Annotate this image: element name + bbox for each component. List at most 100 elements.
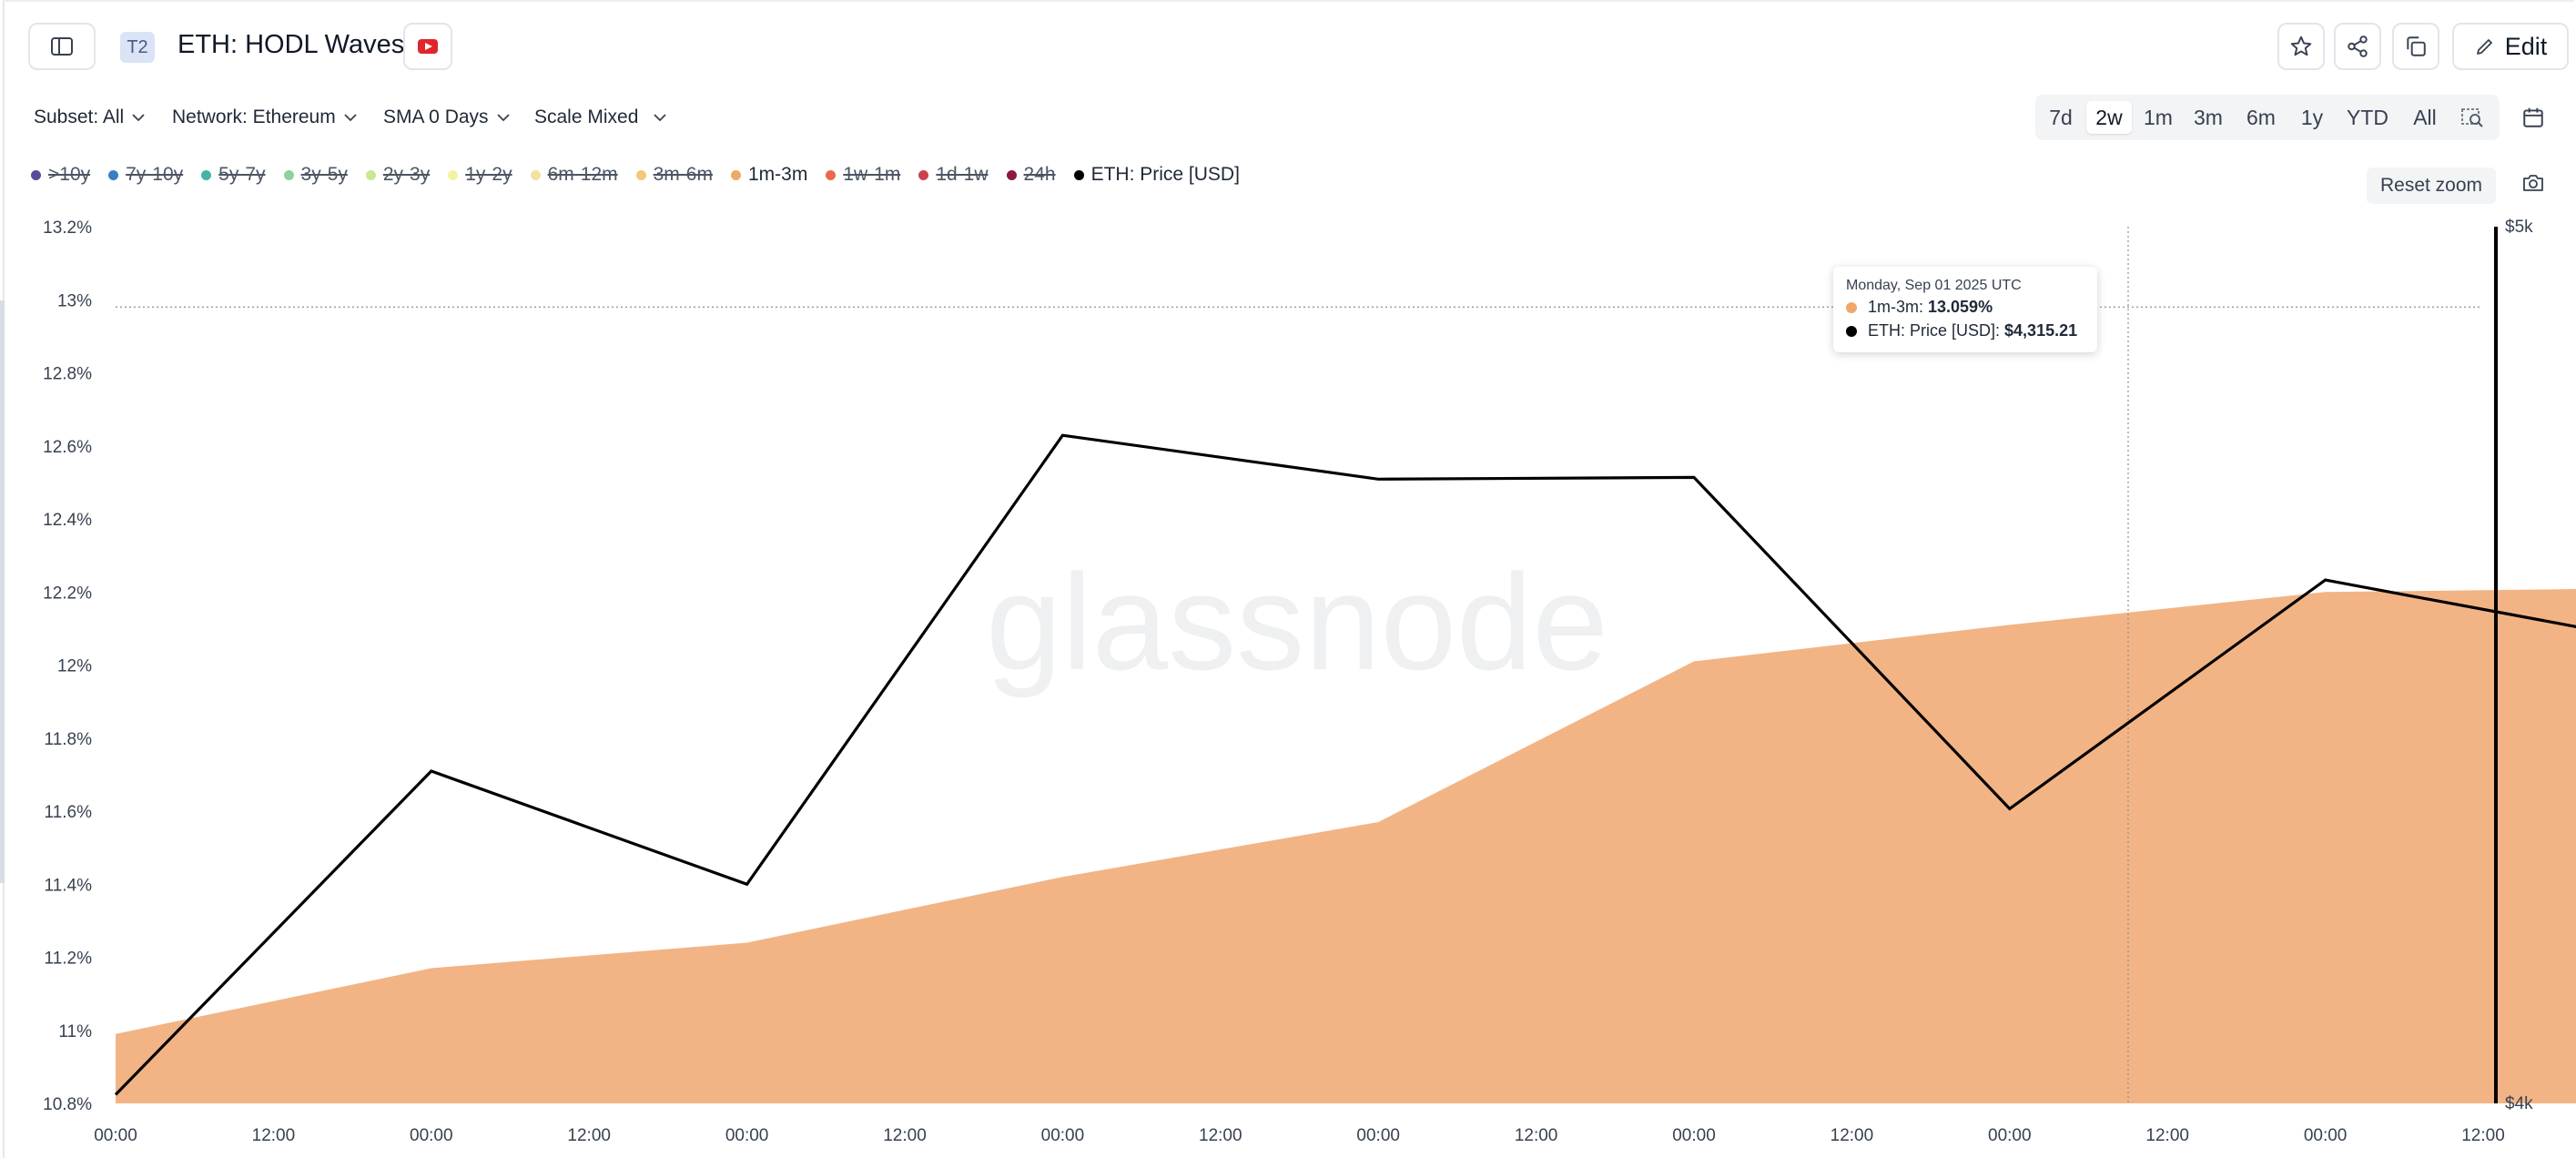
range-1m[interactable]: 1m xyxy=(2144,105,2173,129)
series-dot xyxy=(1846,301,1857,313)
share-button[interactable] xyxy=(2334,23,2381,70)
legend-item[interactable]: 24h xyxy=(1006,164,1056,186)
sma-label: SMA 0 Days xyxy=(383,107,489,127)
subset-dropdown[interactable]: Subset: All xyxy=(34,107,146,128)
y-tick-label: 10.8% xyxy=(43,1095,92,1114)
legend-dot xyxy=(730,169,741,180)
legend-label: 3m-6m xyxy=(653,164,713,185)
share-icon xyxy=(2348,36,2368,57)
tooltip-row-1m-3m: 1m-3m: 13.059% xyxy=(1846,298,1993,317)
legend-item[interactable]: 3m-6m xyxy=(635,164,713,186)
network-dropdown[interactable]: Network: Ethereum xyxy=(172,107,358,128)
youtube-button[interactable] xyxy=(403,23,452,70)
range-3m[interactable]: 3m xyxy=(2194,105,2223,129)
legend-item[interactable]: 6m-12m xyxy=(530,164,618,186)
legend-dot xyxy=(365,169,376,180)
legend-label: 1d-1w xyxy=(936,164,989,185)
scale-label: Scale Mixed xyxy=(534,107,639,127)
x-tick-label: 00:00 xyxy=(2304,1126,2348,1145)
scale-dropdown[interactable]: Scale Mixed xyxy=(534,107,667,128)
legend-item[interactable]: >10y xyxy=(31,164,90,186)
range-all[interactable]: All xyxy=(2413,105,2437,129)
legend-item[interactable]: ETH: Price [USD] xyxy=(1073,164,1240,186)
legend-item[interactable]: 1m-3m xyxy=(730,164,807,186)
range-7d[interactable]: 7d xyxy=(2049,105,2073,129)
legend-item[interactable]: 2y-3y xyxy=(365,164,431,186)
legend-item[interactable]: 7y-10y xyxy=(108,164,183,186)
x-tick-label: 00:00 xyxy=(725,1126,769,1145)
y-right-tick-label: $5k xyxy=(2505,218,2533,237)
legend-dot xyxy=(283,169,294,180)
x-tick-label: 12:00 xyxy=(567,1126,611,1145)
x-tick-label: 12:00 xyxy=(2145,1126,2189,1145)
copy-icon xyxy=(2407,36,2426,56)
zoom-select-button[interactable] xyxy=(2452,101,2492,134)
range-selector: 7d 2w 1m 3m 6m 1y YTD All xyxy=(2035,95,2500,140)
chevron-down-icon xyxy=(496,114,510,122)
y-tick-label: 12.8% xyxy=(43,365,92,384)
legend-item[interactable]: 1d-1w xyxy=(918,164,989,186)
legend-label: 1y-2y xyxy=(465,164,512,185)
legend-label: 5y-7y xyxy=(218,164,266,185)
legend-dot xyxy=(530,169,541,180)
y-tick-label: 12.6% xyxy=(43,438,92,457)
page-title: ETH: HODL Waves xyxy=(177,30,405,59)
y-tick-label: 11% xyxy=(58,1022,92,1041)
legend-item[interactable]: 1w-1m xyxy=(826,164,900,186)
y-tick-label: 12% xyxy=(57,657,92,676)
favorite-button[interactable] xyxy=(2277,23,2325,70)
tooltip-row-price: ETH: Price [USD]: $4,315.21 xyxy=(1846,321,2077,340)
legend-label: >10y xyxy=(48,164,91,185)
y-tick-label: 11.6% xyxy=(45,803,93,822)
reset-zoom-button[interactable]: Reset zoom xyxy=(2367,168,2496,204)
legend-label: 3y-5y xyxy=(300,164,348,185)
tooltip-value: 13.059% xyxy=(1928,298,1993,316)
y-tick-label: 12.4% xyxy=(43,511,92,530)
range-ytd[interactable]: YTD xyxy=(2347,105,2388,129)
y-tick-label: 11.2% xyxy=(45,950,93,969)
price-line xyxy=(114,433,2576,1096)
x-tick-label: 12:00 xyxy=(1831,1126,1874,1145)
range-6m[interactable]: 6m xyxy=(2246,105,2276,129)
sma-dropdown[interactable]: SMA 0 Days xyxy=(383,107,511,128)
chart-tooltip: Monday, Sep 01 2025 UTC 1m-3m: 13.059% E… xyxy=(1833,267,2097,352)
chevron-down-icon xyxy=(132,114,145,122)
x-tick-label: 00:00 xyxy=(410,1126,453,1145)
y-tick-label: 13.2% xyxy=(43,218,92,238)
legend-dot xyxy=(1073,169,1084,180)
sidebar-edge xyxy=(0,300,5,883)
range-2w[interactable]: 2w xyxy=(2086,101,2132,134)
youtube-icon xyxy=(418,39,438,54)
legend-dot xyxy=(918,169,929,180)
legend-item[interactable]: 5y-7y xyxy=(201,164,266,186)
chart-legend: >10y 7y-10y 5y-7y 3y-5y 2y-3y 1y-2y 6m-12m 3m-6… xyxy=(31,164,1258,186)
x-tick-label: 12:00 xyxy=(883,1126,927,1145)
tooltip-label: ETH: Price [USD]: xyxy=(1868,321,2001,340)
calendar-icon xyxy=(2523,107,2543,127)
legend-dot xyxy=(635,169,646,180)
subset-label: Subset: All xyxy=(34,107,125,127)
sidebar-icon xyxy=(51,37,73,56)
legend-item[interactable]: 1y-2y xyxy=(448,164,512,186)
area-1m-3m xyxy=(116,589,2576,1103)
x-tick-label: 12:00 xyxy=(1199,1126,1242,1145)
network-label: Network: Ethereum xyxy=(172,107,336,127)
x-tick-label: 12:00 xyxy=(1515,1126,1558,1145)
edit-button[interactable]: Edit xyxy=(2452,23,2569,70)
chevron-down-icon xyxy=(344,114,357,122)
calendar-button[interactable] xyxy=(2510,95,2556,140)
x-tick-label: 00:00 xyxy=(94,1126,137,1145)
legend-label: 6m-12m xyxy=(547,164,618,185)
toggle-sidebar-button[interactable] xyxy=(28,23,96,70)
duplicate-button[interactable] xyxy=(2392,23,2439,70)
range-1y[interactable]: 1y xyxy=(2300,105,2324,129)
tooltip-label: 1m-3m: xyxy=(1868,298,1924,316)
legend-label: ETH: Price [USD] xyxy=(1090,164,1240,185)
legend-item[interactable]: 3y-5y xyxy=(283,164,348,186)
legend-label: 1w-1m xyxy=(843,164,901,185)
y-right-tick-label: $4k xyxy=(2505,1094,2533,1113)
legend-label: 7y-10y xyxy=(126,164,184,185)
legend-label: 2y-3y xyxy=(382,164,431,185)
screenshot-button[interactable] xyxy=(2521,173,2545,198)
